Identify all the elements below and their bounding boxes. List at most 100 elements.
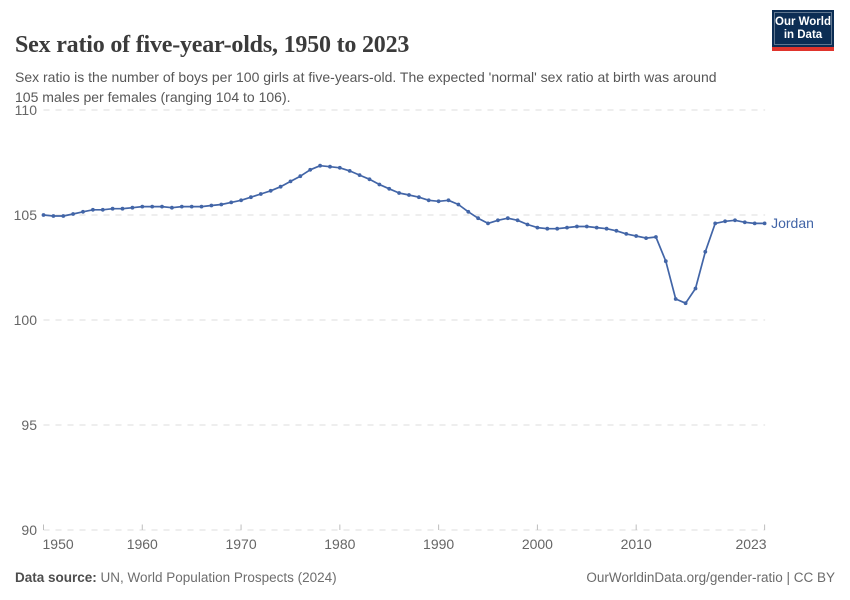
x-tick-label: 1970 bbox=[225, 536, 256, 552]
data-point bbox=[357, 173, 362, 178]
data-point bbox=[120, 206, 125, 211]
data-point bbox=[288, 179, 293, 184]
data-point bbox=[624, 232, 629, 236]
data-point bbox=[397, 191, 401, 195]
owid-logo-text: Our World in Data bbox=[774, 12, 832, 45]
data-point bbox=[466, 209, 471, 214]
data-point bbox=[328, 164, 332, 169]
data-point bbox=[219, 202, 224, 207]
y-tick-label: 105 bbox=[14, 207, 38, 223]
data-point bbox=[683, 301, 688, 306]
data-point bbox=[762, 221, 767, 226]
data-point bbox=[308, 167, 313, 172]
data-point bbox=[367, 177, 372, 182]
data-point bbox=[733, 218, 737, 223]
data-point bbox=[634, 234, 639, 238]
data-point bbox=[742, 220, 747, 225]
x-tick-label: 2023 bbox=[735, 536, 766, 552]
data-point bbox=[100, 207, 105, 212]
x-tick-label: 2010 bbox=[621, 536, 652, 552]
data-point bbox=[209, 203, 214, 208]
x-tick-label: 1950 bbox=[43, 536, 74, 552]
data-point bbox=[436, 199, 441, 204]
data-point bbox=[110, 206, 115, 211]
chart-footer: Data source: UN, World Population Prospe… bbox=[15, 570, 835, 585]
data-point bbox=[150, 204, 155, 209]
data-point bbox=[417, 195, 421, 200]
data-point bbox=[249, 195, 253, 200]
data-point bbox=[545, 226, 550, 231]
data-point bbox=[644, 236, 648, 241]
data-point bbox=[258, 192, 263, 196]
data-point bbox=[318, 163, 322, 168]
y-tick-label: 90 bbox=[21, 522, 37, 538]
data-point bbox=[199, 204, 204, 209]
data-point bbox=[179, 204, 184, 209]
data-source-label: Data source: bbox=[15, 570, 97, 585]
data-point bbox=[663, 259, 668, 264]
chart-subtitle: Sex ratio is the number of boys per 100 … bbox=[15, 69, 717, 106]
data-point bbox=[61, 214, 66, 218]
page-title: Sex ratio of five-year-olds, 1950 to 202… bbox=[15, 32, 410, 59]
data-point bbox=[693, 286, 698, 291]
data-point bbox=[278, 184, 283, 189]
data-point bbox=[446, 198, 451, 203]
data-point bbox=[91, 207, 95, 212]
data-point bbox=[456, 202, 461, 207]
data-point bbox=[575, 224, 579, 229]
y-tick-label: 100 bbox=[14, 312, 38, 328]
data-point bbox=[337, 165, 342, 170]
x-tick-label: 1980 bbox=[324, 536, 355, 552]
data-point bbox=[170, 205, 174, 210]
x-tick-label: 1960 bbox=[127, 536, 158, 552]
series-end-label[interactable]: Jordan bbox=[771, 215, 814, 231]
data-point bbox=[505, 216, 510, 221]
data-point bbox=[51, 214, 56, 218]
series-line-jordan bbox=[42, 164, 766, 305]
owid-logo[interactable]: Our World in Data bbox=[772, 10, 834, 51]
data-point bbox=[525, 222, 530, 227]
data-point bbox=[614, 228, 619, 233]
data-point bbox=[377, 182, 382, 187]
data-point bbox=[752, 221, 757, 226]
data-source: Data source: UN, World Population Prospe… bbox=[15, 570, 337, 585]
data-point bbox=[160, 204, 164, 209]
data-source-value: UN, World Population Prospects (2024) bbox=[96, 570, 337, 585]
data-point bbox=[387, 186, 392, 191]
data-point bbox=[673, 297, 678, 301]
data-point bbox=[130, 205, 135, 210]
owid-logo-line1: Our World bbox=[775, 15, 832, 28]
data-point bbox=[703, 249, 708, 254]
data-point bbox=[407, 193, 411, 197]
data-point bbox=[426, 198, 431, 203]
data-point bbox=[713, 221, 718, 226]
data-point bbox=[71, 212, 75, 216]
data-point bbox=[347, 169, 352, 173]
data-point bbox=[41, 213, 46, 217]
data-point bbox=[189, 204, 194, 209]
owid-logo-line2: in Data bbox=[783, 28, 823, 41]
y-tick-label: 95 bbox=[21, 417, 37, 433]
data-point bbox=[476, 216, 480, 221]
data-point bbox=[239, 198, 244, 203]
y-tick-label: 110 bbox=[15, 102, 38, 118]
data-point bbox=[723, 219, 727, 224]
x-tick-label: 2000 bbox=[522, 536, 553, 552]
owid-link[interactable]: OurWorldinData.org/gender-ratio | CC BY bbox=[586, 570, 835, 585]
data-point bbox=[515, 218, 520, 223]
x-tick-label: 1990 bbox=[423, 536, 454, 552]
data-point bbox=[298, 174, 303, 179]
data-point bbox=[565, 225, 569, 230]
data-point bbox=[268, 188, 273, 193]
data-point bbox=[81, 209, 85, 214]
data-point bbox=[229, 200, 234, 205]
data-point bbox=[604, 226, 609, 231]
data-point bbox=[555, 226, 560, 231]
data-point bbox=[496, 218, 500, 223]
data-point bbox=[486, 221, 490, 226]
data-point bbox=[584, 224, 589, 229]
data-point bbox=[535, 225, 540, 230]
data-point bbox=[140, 204, 145, 209]
data-point bbox=[594, 225, 599, 230]
